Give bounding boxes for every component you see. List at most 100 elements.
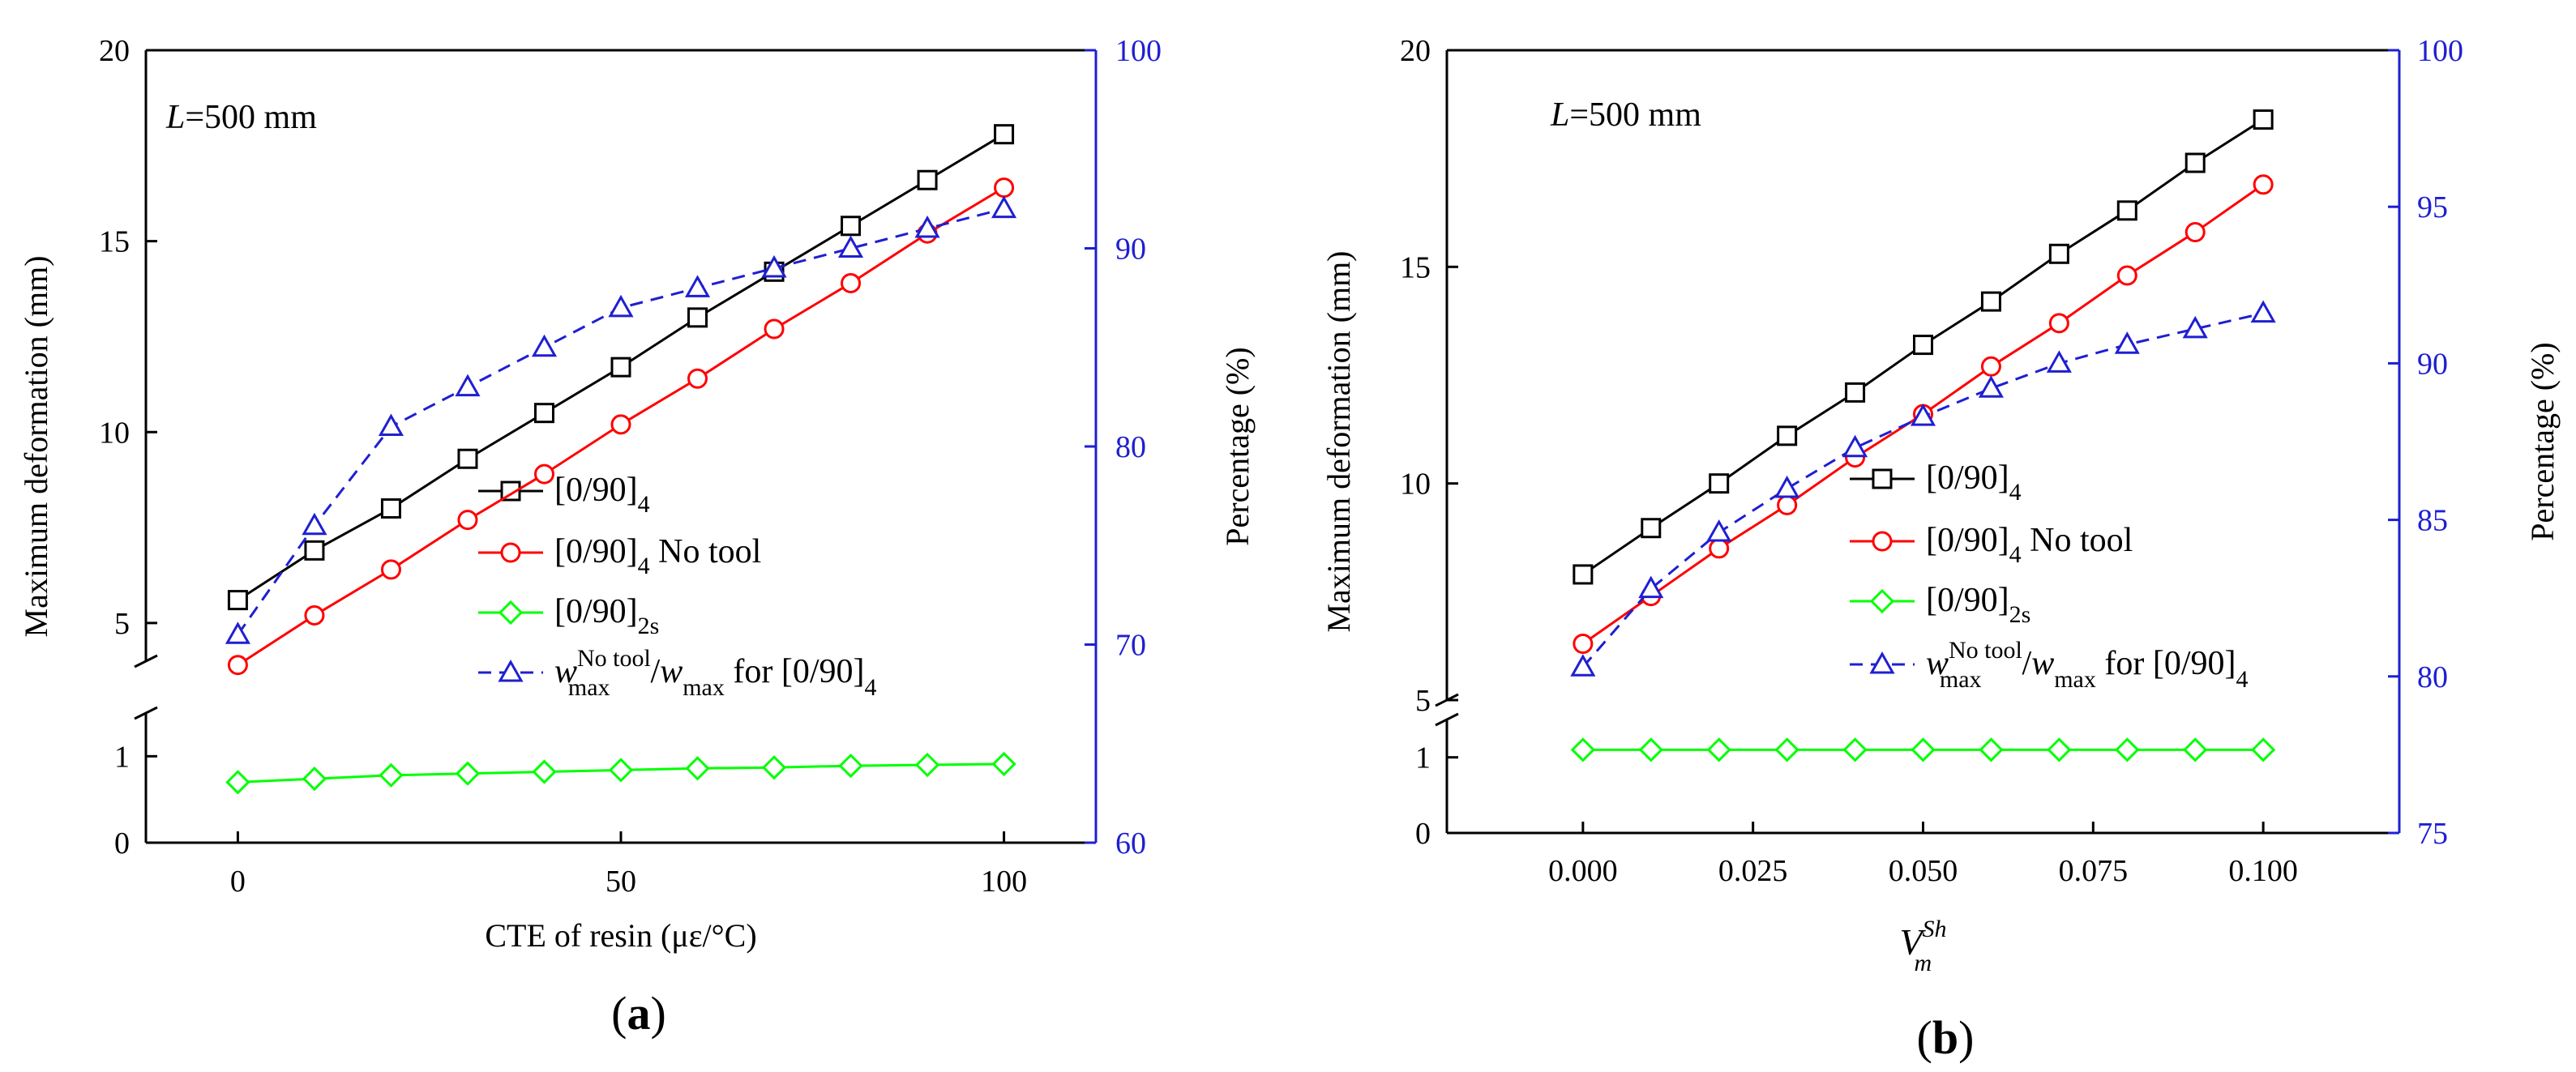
x-axis-title: VSh m: [1899, 916, 1946, 976]
data-point: [531, 334, 558, 357]
y-tick-label: 15: [1400, 250, 1431, 284]
data-point: [608, 758, 634, 783]
y-tick-label: 10: [1400, 468, 1431, 502]
series-2: [1570, 737, 2276, 762]
data-point: [1570, 737, 1595, 762]
y2-tick-label: 85: [2417, 504, 2448, 538]
chart-panel-b: 0.000 0.025 0.050 0.075 0.100015101520758085…: [1320, 34, 2561, 1064]
data-point: [2116, 200, 2137, 221]
y-tick-label: 20: [1400, 34, 1431, 68]
data-point: [455, 761, 481, 786]
data-point: [2183, 737, 2208, 762]
data-point: [380, 498, 401, 519]
panel-label: (a): [611, 987, 666, 1040]
y2-axis-title: Percentage (%): [1219, 347, 1256, 545]
data-point: [610, 414, 631, 435]
legend-marker: [1872, 468, 1893, 489]
data-point: [1777, 494, 1798, 515]
legend-label: [0/90]4 No tool: [1926, 522, 2133, 568]
data-point: [2184, 222, 2206, 243]
y-tick-label: 0: [1415, 817, 1431, 851]
panel-label: (b): [1917, 1011, 1975, 1064]
data-point: [994, 124, 1015, 145]
data-point: [2048, 243, 2069, 264]
data-point: [304, 540, 325, 561]
data-point: [914, 216, 940, 238]
data-point: [1911, 737, 1936, 762]
data-point: [457, 510, 478, 531]
data-point: [225, 770, 250, 795]
legend-label: wNo tool max/wmax for [0/90]4: [554, 645, 876, 701]
series-line: [1581, 312, 2264, 668]
data-point: [2048, 313, 2069, 334]
data-point: [687, 307, 708, 328]
data-point: [1638, 575, 1664, 599]
x-tick-label: 0: [230, 865, 246, 899]
y-tick-label: 20: [99, 34, 130, 68]
data-point: [1979, 737, 2004, 762]
legend-label: [0/90]4: [1926, 459, 2022, 506]
data-point: [2046, 350, 2072, 373]
y-tick-label: 15: [99, 225, 130, 259]
data-point: [994, 177, 1015, 199]
data-point: [302, 512, 327, 536]
data-point: [2114, 331, 2140, 354]
data-point: [1570, 654, 1596, 677]
data-point: [687, 368, 708, 389]
legend-marker: [500, 542, 521, 563]
legend-label: [0/90]2s: [554, 593, 659, 639]
data-point: [1842, 737, 1868, 762]
data-point: [2047, 737, 2072, 762]
data-point: [380, 559, 401, 580]
data-point: [2115, 737, 2140, 762]
data-point: [227, 590, 248, 611]
y2-tick-label: 80: [1115, 430, 1146, 464]
data-point: [533, 403, 554, 424]
data-point: [1573, 564, 1594, 585]
y2-tick-label: 100: [2417, 34, 2463, 68]
x-tick-label: 0.050: [1889, 854, 1958, 888]
data-point: [1980, 291, 2001, 312]
series-0: [1573, 109, 2274, 585]
data-point: [227, 655, 248, 676]
series-2: [225, 751, 1016, 795]
y-tick-label: 10: [99, 416, 130, 450]
data-point: [1978, 375, 2004, 398]
y-tick-label: 5: [1415, 684, 1431, 718]
data-point: [532, 759, 557, 784]
data-point: [914, 752, 940, 778]
legend-label: [0/90]4: [554, 472, 650, 518]
data-point: [761, 254, 787, 278]
data-point: [1641, 518, 1662, 539]
data-point: [1845, 382, 1866, 403]
y2-tick-label: 90: [2417, 347, 2448, 381]
data-point: [1842, 434, 1868, 458]
data-point: [838, 753, 863, 779]
data-point: [991, 195, 1017, 219]
data-point: [378, 413, 404, 437]
data-point: [841, 272, 862, 293]
data-point: [1980, 356, 2001, 377]
data-point: [2251, 737, 2276, 762]
data-point: [1777, 425, 1798, 446]
data-point: [1638, 737, 1663, 762]
series-3: [225, 195, 1017, 644]
data-point: [610, 357, 631, 378]
data-point: [1774, 475, 1800, 498]
y-axis-title: Maximum deformation (mm): [1320, 250, 1357, 632]
y-tick-label: 0: [114, 826, 130, 861]
data-point: [457, 448, 478, 469]
x-tick-label: 100: [981, 865, 1027, 899]
y2-tick-label: 70: [1115, 629, 1146, 663]
y-axis-title: Maximum deformation (mm): [18, 255, 54, 637]
data-point: [684, 275, 711, 297]
legend-label: [0/90]4 No tool: [554, 533, 761, 579]
data-point: [225, 621, 250, 644]
data-point: [1709, 473, 1730, 494]
data-point: [1573, 633, 1594, 654]
data-point: [1910, 404, 1936, 426]
x-axis-title: CTE of resin (με/°C): [485, 917, 756, 954]
x-tick-label: 0.100: [2228, 854, 2298, 888]
